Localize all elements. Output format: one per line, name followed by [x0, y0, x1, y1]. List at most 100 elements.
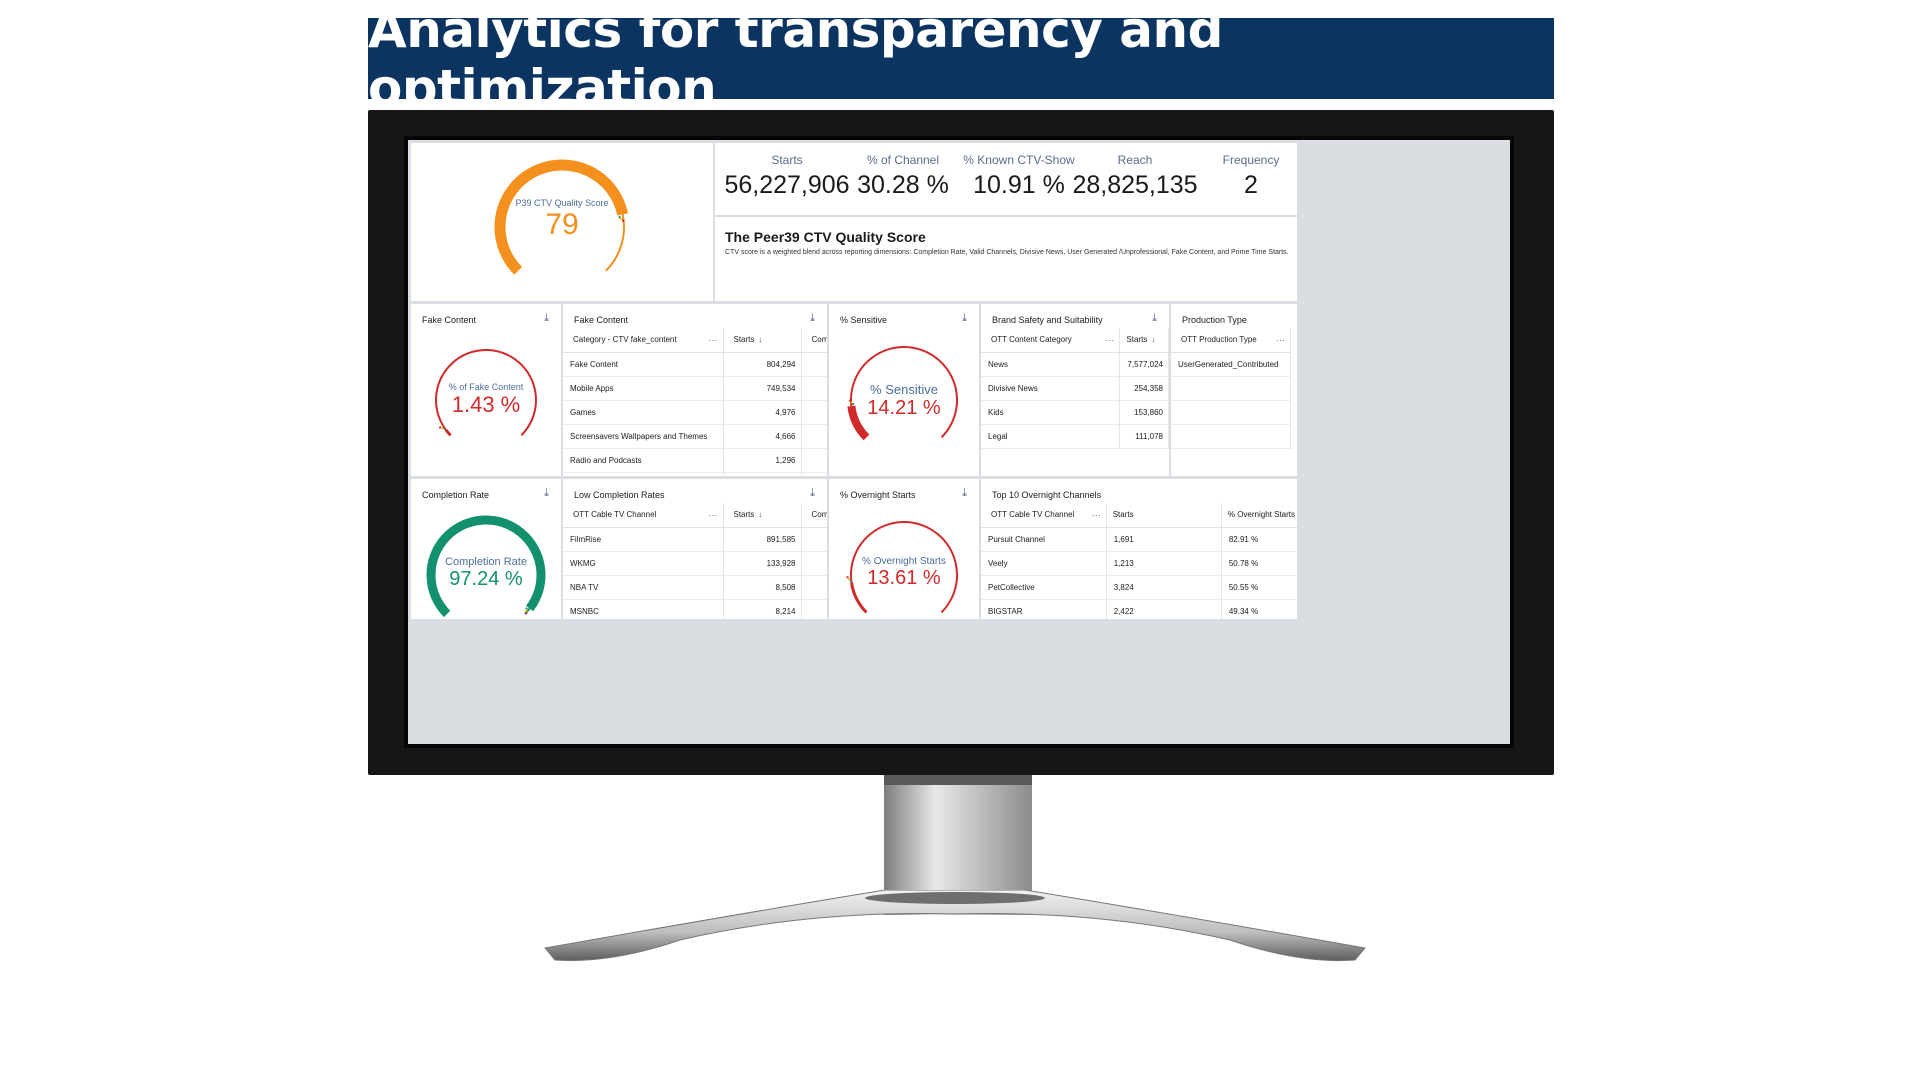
download-icon[interactable]: ⤓ — [962, 487, 967, 499]
table-cell: 69. — [801, 448, 827, 473]
download-icon[interactable]: ⤓ — [810, 312, 815, 324]
more-options-icon[interactable]: ··· — [708, 334, 718, 345]
sort-desc-icon[interactable]: ↓ — [758, 335, 763, 345]
download-icon[interactable]: ⤓ — [810, 487, 815, 499]
table-cell: NBA TV — [563, 575, 724, 600]
download-icon[interactable]: ⤓ — [1152, 312, 1157, 324]
column-header[interactable]: Com — [801, 328, 827, 353]
column-header[interactable]: Starts — [1106, 503, 1222, 528]
table-row[interactable]: Veely 1,213 50.78 % — [981, 551, 1297, 576]
table-cell: 1,296 — [723, 448, 802, 473]
table-cell: 96. — [801, 424, 827, 449]
gauge-value-arc — [847, 405, 870, 441]
table-cell: 59.1 — [801, 551, 827, 576]
more-options-icon[interactable]: ··· — [708, 509, 718, 520]
kpi-label: Starts — [771, 153, 803, 167]
table-cell: Pursuit Channel — [981, 527, 1107, 552]
panel-title: Brand Safety and Suitability — [992, 315, 1103, 325]
gauge-value-arc — [850, 582, 868, 614]
table-row[interactable]: Legal 111,078 — [981, 424, 1169, 449]
banner-title: Analytics for transparency and optimizat… — [368, 0, 1223, 117]
table-row[interactable]: Pursuit Channel 1,691 82.91 % — [981, 527, 1297, 552]
fake-content-gauge — [435, 349, 537, 437]
column-header[interactable]: OTT Cable TV Channel ··· — [563, 503, 724, 528]
gauge-threshold-marker — [524, 611, 528, 615]
table-row[interactable]: Screensavers Wallpapers and Themes4,6669… — [563, 424, 827, 449]
quality-score-gauge — [494, 159, 629, 275]
column-header[interactable]: % Overnight Starts — [1221, 503, 1297, 528]
table-row[interactable]: Divisive News 254,358 — [981, 376, 1169, 401]
table-cell: Casting Beaming and Media Players — [563, 472, 724, 476]
table-cell: Kids — [981, 400, 1121, 425]
table-cell: BIGSTAR — [981, 599, 1107, 619]
table-cell: 891,585 — [723, 527, 802, 552]
monitor-bezel: P39 CTV Quality Score 79 Starts 56,227,9… — [368, 110, 1554, 775]
column-header[interactable]: Starts ↓ — [723, 328, 802, 353]
column-header[interactable]: Com — [801, 503, 827, 528]
kpi-frequency: Frequency 2 — [1181, 153, 1297, 200]
table-row-empty — [1171, 376, 1291, 401]
table-row[interactable]: PetCollective 3,824 50.55 % — [981, 575, 1297, 600]
table-row-empty — [1171, 424, 1291, 449]
low-completion-table: OTT Cable TV Channel ··· Starts ↓ Com Film… — [563, 503, 827, 619]
download-icon[interactable]: ⤓ — [544, 312, 549, 324]
table-row[interactable]: BIGSTAR 2,422 49.34 % — [981, 599, 1297, 619]
table-row[interactable]: News 7,577,024 — [981, 352, 1169, 377]
description-title: The Peer39 CTV Quality Score — [725, 229, 926, 245]
sort-desc-icon[interactable]: ↓ — [1151, 335, 1156, 345]
table-cell: 153,860 — [1119, 400, 1169, 425]
table-row[interactable]: NBA TV8,50847.6 — [563, 575, 827, 600]
column-header[interactable]: Category - CTV fake_content ··· — [563, 328, 724, 353]
table-cell: 462 — [723, 472, 802, 476]
column-header[interactable]: Starts ↓ — [723, 503, 802, 528]
table-row[interactable]: Kids 153,860 — [981, 400, 1169, 425]
gauge-value-arc — [426, 515, 546, 618]
table-cell: MSNBC — [563, 599, 724, 619]
column-header[interactable]: OTT Production Type ··· — [1171, 328, 1291, 353]
overnight-table: OTT Cable TV Channel ··· Starts % Overnig… — [981, 503, 1297, 619]
gauge-value-arc — [494, 159, 629, 275]
completion-gauge-value: 97.24 % — [449, 568, 523, 590]
table-cell: Radio and Podcasts — [563, 448, 724, 473]
download-icon[interactable]: ⤓ — [962, 312, 967, 324]
table-cell: 3,824 — [1106, 575, 1222, 600]
sort-desc-icon[interactable]: ↓ — [758, 510, 763, 520]
completion-gauge-panel: Completion Rate ⤓ Completion Rate 97.24 … — [411, 479, 561, 619]
completion-gauge-label: Completion Rate — [445, 556, 527, 568]
column-header[interactable]: OTT Cable TV Channel ··· — [981, 503, 1107, 528]
table-cell: 7,577,024 — [1119, 352, 1169, 377]
gauge-threshold-marker — [438, 426, 442, 429]
table-cell: Fake Content — [563, 352, 724, 377]
more-options-icon[interactable]: ··· — [1105, 334, 1115, 345]
table-header-row: Category - CTV fake_content ··· Starts ↓ C… — [563, 328, 827, 353]
description-panel: The Peer39 CTV Quality Score CTV score i… — [715, 217, 1297, 301]
more-options-icon[interactable]: ··· — [1091, 509, 1101, 520]
table-cell: PetCollective — [981, 575, 1107, 600]
panel-title: Production Type — [1182, 315, 1247, 325]
download-icon[interactable]: ⤓ — [544, 487, 549, 499]
brand-safety-panel: Brand Safety and Suitability ⤓ OTT Conte… — [981, 304, 1169, 476]
low-completion-table-panel: Low Completion Rates ⤓ OTT Cable TV Chan… — [563, 479, 827, 619]
column-header[interactable]: Starts ↓ — [1119, 328, 1169, 353]
table-cell: 254,358 — [1119, 376, 1169, 401]
panel-title: % Sensitive — [840, 315, 888, 325]
table-row[interactable]: UserGenerated_Contributed — [1171, 352, 1291, 377]
column-header[interactable]: OTT Content Category ··· — [981, 328, 1121, 353]
gauge-threshold-marker — [443, 427, 446, 431]
table-cell: Veely — [981, 551, 1107, 576]
table-row[interactable]: Casting Beaming and Media Players46282. — [563, 472, 827, 476]
kpi-label: Frequency — [1222, 153, 1280, 167]
table-cell: 63. — [801, 376, 827, 401]
kpi-reach: Reach 28,825,135 — [1065, 153, 1205, 200]
table-header-row: OTT Content Category ··· Starts ↓ — [981, 328, 1169, 353]
table-cell: 4,666 — [723, 424, 802, 449]
more-options-icon[interactable]: ··· — [1276, 334, 1285, 345]
overnight-gauge-panel: % Overnight Starts ⤓ % Overnight Starts … — [829, 479, 979, 619]
